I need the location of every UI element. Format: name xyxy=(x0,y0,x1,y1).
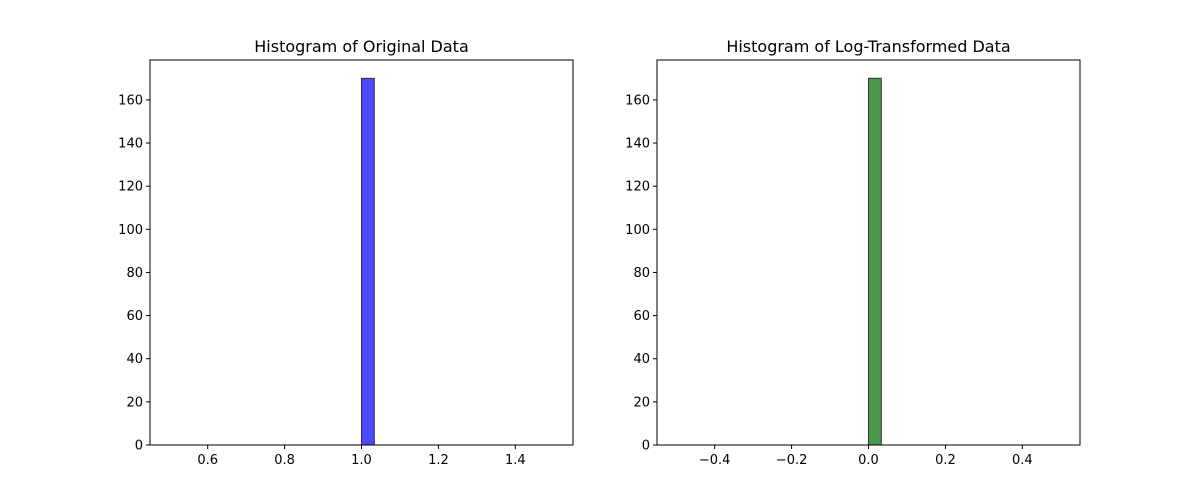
x-tick-label: 0.6 xyxy=(197,453,218,468)
y-tick-label: 20 xyxy=(633,395,650,410)
y-tick-label: 20 xyxy=(126,395,143,410)
y-axis: 0 20 40 60 80 100 120 140 160 xyxy=(118,93,150,454)
y-tick-label: 80 xyxy=(126,266,143,281)
y-tick-label: 160 xyxy=(625,93,650,108)
y-tick-label: 140 xyxy=(625,137,650,152)
y-tick-label: 120 xyxy=(118,180,143,195)
y-tick-label: 80 xyxy=(633,266,650,281)
x-tick-label: −0.2 xyxy=(776,453,808,468)
chart-title: Histogram of Log-Transformed Data xyxy=(726,37,1010,56)
y-axis: 0 20 40 60 80 100 120 140 160 xyxy=(625,93,657,454)
y-tick-label: 0 xyxy=(135,439,143,454)
y-tick-label: 40 xyxy=(126,352,143,367)
y-tick-label: 100 xyxy=(118,223,143,238)
x-tick-label: 0.2 xyxy=(935,453,956,468)
x-tick-label: 1.0 xyxy=(351,453,372,468)
histogram-bar xyxy=(361,77,375,446)
x-tick-label: 0.4 xyxy=(1012,453,1033,468)
chart-log-transformed-data: Histogram of Log-Transformed Data −0.4 −0… xyxy=(625,37,1081,468)
bars xyxy=(868,77,882,446)
chart-original-data: Histogram of Original Data 0.6 0.8 1.0 1.2 1… xyxy=(118,37,574,468)
y-tick-label: 160 xyxy=(118,93,143,108)
x-tick-label: −0.4 xyxy=(699,453,731,468)
x-tick-label: 1.4 xyxy=(505,453,526,468)
histogram-bar xyxy=(868,77,882,446)
y-tick-label: 60 xyxy=(126,309,143,324)
y-tick-label: 40 xyxy=(633,352,650,367)
y-tick-label: 0 xyxy=(642,439,650,454)
y-tick-label: 60 xyxy=(633,309,650,324)
y-tick-label: 100 xyxy=(625,223,650,238)
bars xyxy=(361,77,375,446)
y-tick-label: 140 xyxy=(118,137,143,152)
chart-title: Histogram of Original Data xyxy=(254,37,469,56)
y-tick-label: 120 xyxy=(625,180,650,195)
x-tick-label: 0.8 xyxy=(274,453,295,468)
x-tick-label: 1.2 xyxy=(428,453,449,468)
x-axis: −0.4 −0.2 0.0 0.2 0.4 xyxy=(699,445,1033,468)
x-tick-label: 0.0 xyxy=(858,453,879,468)
x-axis: 0.6 0.8 1.0 1.2 1.4 xyxy=(197,445,526,468)
